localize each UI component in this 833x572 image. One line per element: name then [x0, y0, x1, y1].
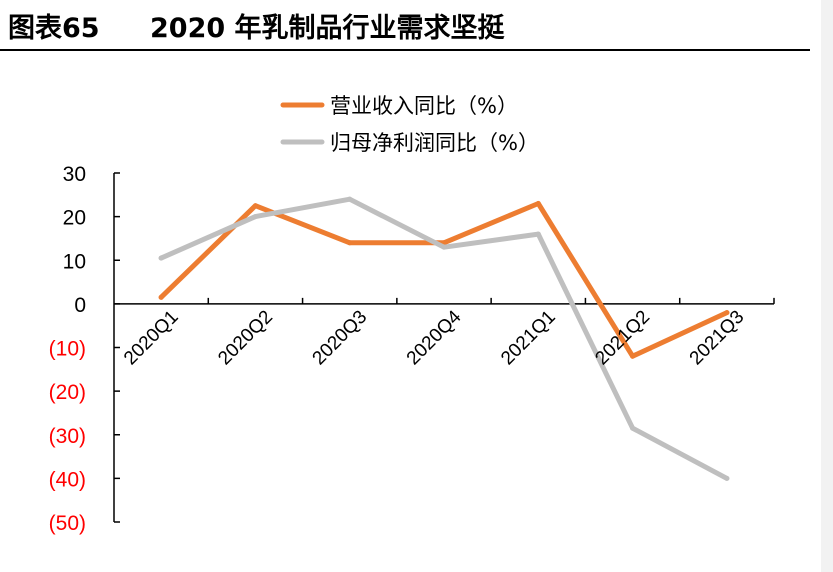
- x-tick-label-5: 2021Q2: [591, 307, 654, 370]
- header-rule: [0, 49, 810, 51]
- y-tick-label-2: 10: [63, 250, 86, 273]
- series-0-point-6: [724, 310, 730, 316]
- series-1-point-3: [441, 244, 447, 250]
- series-1-point-6: [724, 475, 730, 481]
- figure-label: 图表65: [8, 13, 100, 44]
- legend-label-0: 营业收入同比（%）: [330, 94, 518, 118]
- y-tick-label-5: (20): [49, 381, 86, 404]
- series-0-point-2: [347, 240, 353, 246]
- series-1-point-4: [535, 231, 541, 237]
- figure-title: 2020 年乳制品行业需求坚挺: [150, 13, 505, 44]
- figure-header: 图表65 2020 年乳制品行业需求坚挺: [0, 0, 833, 51]
- x-tick-label-0: 2020Q1: [120, 307, 183, 370]
- y-tick-label-3: 0: [74, 294, 86, 317]
- series-0-point-0: [158, 294, 164, 300]
- y-tick-label-8: (50): [49, 512, 86, 535]
- y-tick-label-7: (40): [49, 468, 86, 491]
- series-0-point-5: [630, 353, 636, 359]
- page-edge: [821, 0, 833, 572]
- series-1-point-2: [347, 196, 353, 202]
- y-tick-label-1: 20: [63, 207, 86, 230]
- series-0-point-1: [252, 203, 258, 209]
- x-tick-label-2: 2020Q3: [309, 307, 372, 370]
- series-1-point-1: [252, 214, 258, 220]
- y-tick-label-0: 30: [63, 163, 86, 186]
- series-1-point-0: [158, 255, 164, 261]
- x-tick-label-3: 2020Q4: [403, 306, 466, 369]
- y-tick-label-6: (30): [49, 425, 86, 448]
- x-tick-label-1: 2020Q2: [214, 307, 277, 370]
- legend-label-1: 归母净利润同比（%）: [330, 131, 539, 155]
- series-1-point-5: [630, 425, 636, 431]
- y-tick-label-4: (10): [49, 338, 86, 361]
- x-tick-label-4: 2021Q1: [497, 307, 560, 370]
- series-0-point-4: [535, 201, 541, 207]
